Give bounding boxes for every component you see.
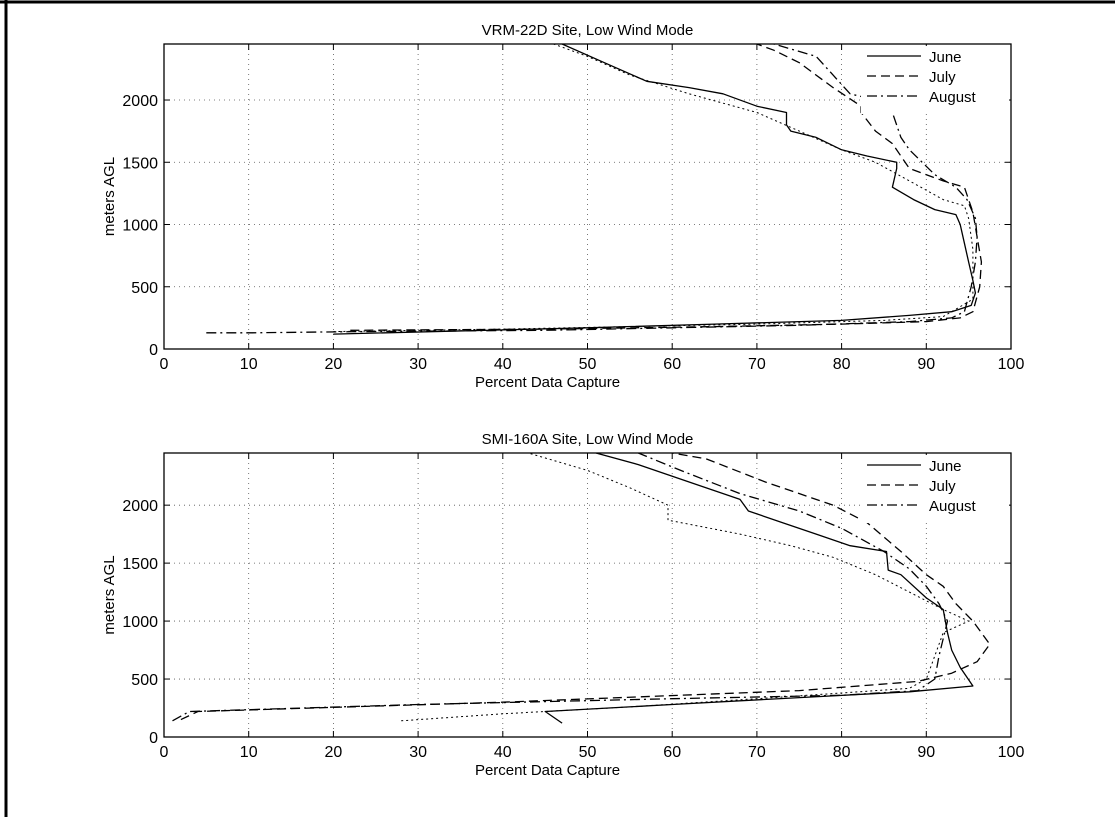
y-axis-label: meters AGL [101,555,118,634]
legend-label-august: August [929,89,977,106]
y-axis-label: meters AGL [101,157,118,236]
x-tick-label: 20 [325,356,343,373]
x-tick-label: 90 [917,356,935,373]
y-tick-label: 500 [131,672,158,689]
y-tick-label: 0 [149,342,158,359]
y-tick-label: 2000 [122,93,158,110]
x-tick-label: 30 [409,356,427,373]
x-tick-label: 0 [160,744,169,761]
legend-label-june: June [929,49,962,66]
x-axis-label: Percent Data Capture [475,762,620,779]
x-tick-label: 90 [917,744,935,761]
x-tick-label: 70 [748,744,766,761]
x-axis-label: Percent Data Capture [475,374,620,391]
chart-title: VRM-22D Site, Low Wind Mode [482,22,694,39]
legend-box [861,455,1009,523]
y-tick-label: 1000 [122,614,158,631]
x-tick-label: 20 [325,744,343,761]
x-tick-label: 80 [833,356,851,373]
legend-label-july: July [929,478,956,495]
y-tick-label: 500 [131,280,158,297]
series-line-july [350,44,983,331]
x-tick-label: 40 [494,744,512,761]
x-tick-label: 30 [409,744,427,761]
y-tick-label: 2000 [122,498,158,515]
y-tick-label: 1500 [122,155,158,172]
x-tick-label: 60 [663,356,681,373]
legend-label-june: June [929,458,962,475]
x-tick-label: 10 [240,744,258,761]
legend-label-august: August [929,498,977,515]
x-tick-label: 50 [579,356,597,373]
series-line-unlabeled-3 [333,44,974,333]
x-tick-label: 0 [160,356,169,373]
series-line-august [172,453,949,722]
x-tick-label: 100 [998,744,1025,761]
legend-label-july: July [929,69,956,86]
x-tick-label: 50 [579,744,597,761]
x-tick-label: 10 [240,356,258,373]
chart-title: SMI-160A Site, Low Wind Mode [482,431,694,448]
series-line-june [333,44,977,335]
y-tick-label: 1500 [122,556,158,573]
x-tick-label: 100 [998,356,1025,373]
x-tick-label: 40 [494,356,512,373]
x-tick-label: 80 [833,744,851,761]
chart-smi-160a: 0 10 20 30 40 50 60 70 80 90 1000500100015002000SM… [101,431,1024,779]
x-tick-label: 60 [663,744,681,761]
chart-vrm-22d: 0 10 20 30 40 50 60 70 80 90 1000500100015002000VR… [101,22,1024,391]
x-tick-label: 70 [748,356,766,373]
y-tick-label: 0 [149,730,158,747]
legend-box [861,46,1009,114]
y-tick-label: 1000 [122,218,158,235]
series-line-august [206,44,978,334]
